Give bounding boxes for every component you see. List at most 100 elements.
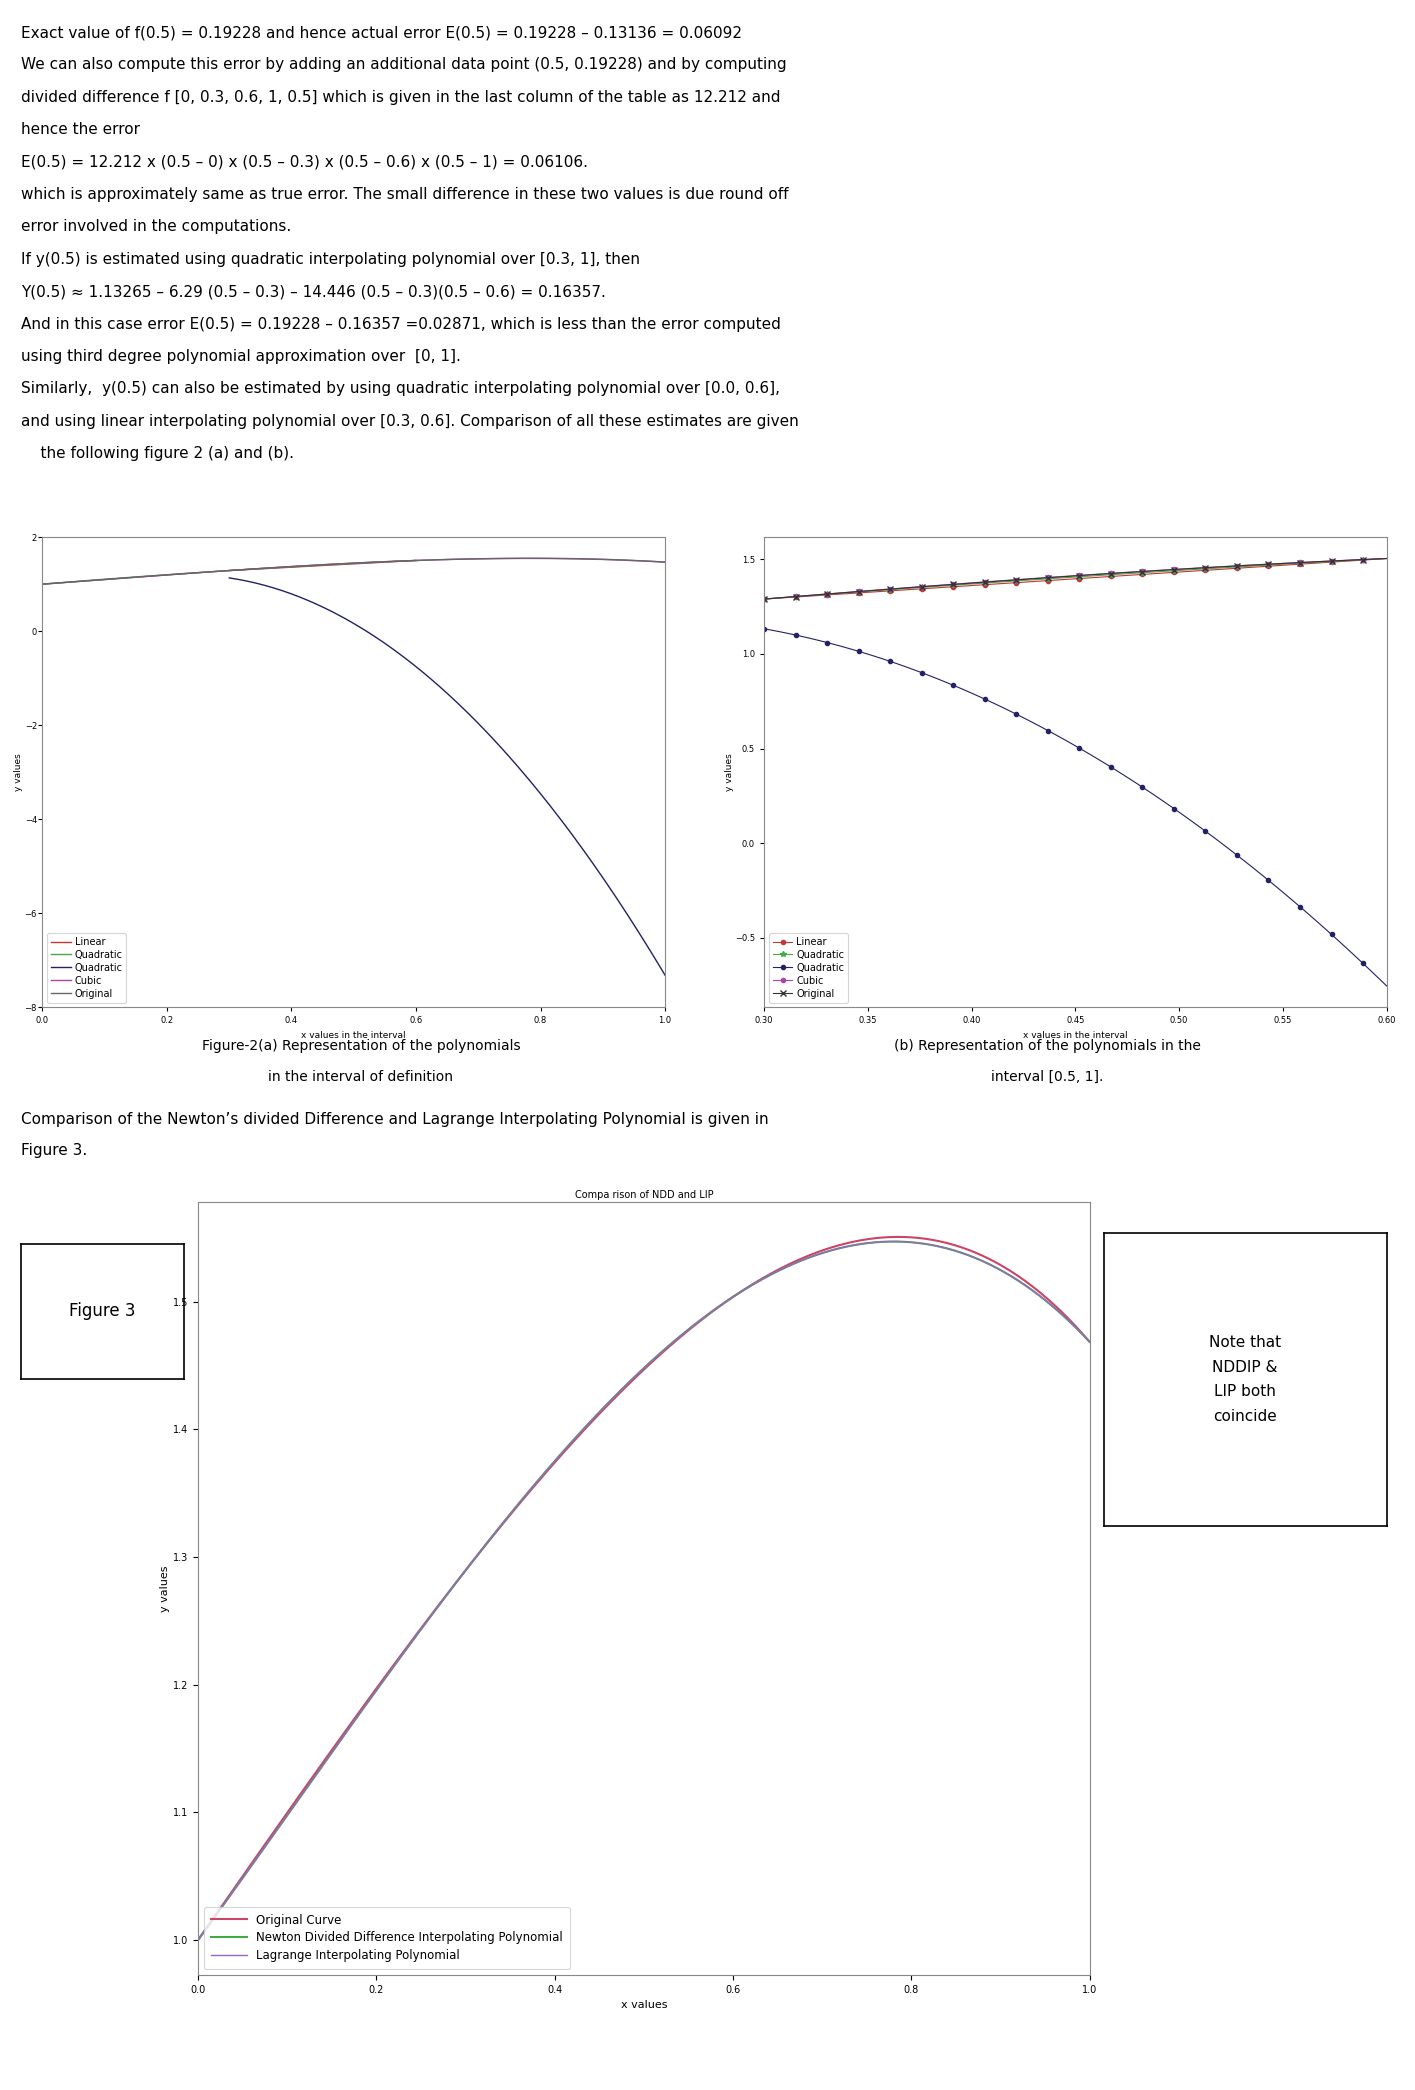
Text: (b) Representation of the polynomials in the: (b) Representation of the polynomials in… bbox=[894, 1039, 1200, 1053]
Y-axis label: y values: y values bbox=[724, 752, 733, 792]
Quadratic bbox=[248, 571, 265, 596]
Line: Original: Original bbox=[761, 556, 1390, 602]
Linear bbox=[392, 550, 409, 575]
Newton Divided Difference Interpolating Polynomial bbox=[613, 1377, 630, 1402]
Legend: Linear, Quadratic, Quadratic, Cubic, Original: Linear, Quadratic, Quadratic, Cubic, Ori… bbox=[768, 932, 848, 1003]
Lagrange Interpolating Polynomial bbox=[923, 1233, 940, 1258]
Text: If y(0.5) is estimated using quadratic interpolating polynomial over [0.3, 1], t: If y(0.5) is estimated using quadratic i… bbox=[21, 251, 640, 268]
Linear bbox=[1126, 562, 1143, 587]
Text: And in this case error E(0.5) = 0.19228 – 0.16357 =0.02871, which is less than t: And in this case error E(0.5) = 0.19228 … bbox=[21, 316, 781, 332]
Text: Comparison of the Newton’s divided Difference and Lagrange Interpolating Polynom: Comparison of the Newton’s divided Diffe… bbox=[21, 1112, 768, 1127]
Quadratic bbox=[620, 903, 637, 928]
Quadratic bbox=[1378, 545, 1395, 571]
Original bbox=[1126, 560, 1143, 585]
Quadratic bbox=[1182, 807, 1199, 832]
Cubic bbox=[34, 573, 51, 598]
Cubic bbox=[1133, 558, 1150, 583]
Text: hence the error: hence the error bbox=[21, 121, 140, 138]
Text: Similarly,  y(0.5) can also be estimated by using quadratic interpolating polyno: Similarly, y(0.5) can also be estimated … bbox=[21, 380, 780, 397]
Cubic bbox=[1307, 550, 1324, 575]
Quadratic bbox=[635, 926, 652, 951]
Lagrange Interpolating Polynomial bbox=[720, 1287, 737, 1313]
Original Curve bbox=[613, 1379, 630, 1404]
Quadratic bbox=[221, 566, 238, 591]
Line: Linear: Linear bbox=[763, 556, 1388, 602]
Newton Divided Difference Interpolating Polynomial bbox=[618, 1371, 635, 1396]
Original bbox=[1157, 558, 1174, 583]
X-axis label: x values: x values bbox=[621, 2000, 666, 2011]
Original bbox=[109, 566, 126, 591]
Quadratic bbox=[1032, 715, 1049, 740]
Quadratic bbox=[1126, 769, 1143, 794]
Lagrange Interpolating Polynomial bbox=[613, 1377, 630, 1402]
Quadratic bbox=[389, 550, 406, 575]
Original Curve bbox=[672, 1325, 689, 1350]
Original bbox=[756, 587, 773, 612]
Linear bbox=[317, 554, 334, 579]
Original bbox=[1378, 545, 1395, 571]
Text: interval [0.5, 1].: interval [0.5, 1]. bbox=[990, 1070, 1104, 1085]
Text: Note that
NDDIP &
LIP both
coincide: Note that NDDIP & LIP both coincide bbox=[1210, 1336, 1281, 1423]
Y-axis label: y values: y values bbox=[14, 752, 23, 792]
Quadratic bbox=[1157, 558, 1174, 583]
Quadratic bbox=[34, 573, 51, 598]
Newton Divided Difference Interpolating Polynomial bbox=[720, 1287, 737, 1313]
Linear bbox=[756, 587, 773, 612]
Text: Exact value of f(0.5) = 0.19228 and hence actual error E(0.5) = 0.19228 – 0.1313: Exact value of f(0.5) = 0.19228 and henc… bbox=[21, 25, 743, 40]
Legend: Linear, Quadratic, Quadratic, Cubic, Original: Linear, Quadratic, Quadratic, Cubic, Ori… bbox=[47, 932, 126, 1003]
Original bbox=[484, 545, 501, 571]
Quadratic bbox=[375, 550, 392, 575]
Newton Divided Difference Interpolating Polynomial bbox=[884, 1229, 901, 1254]
Quadratic bbox=[1133, 775, 1150, 800]
Line: Cubic: Cubic bbox=[42, 558, 665, 585]
Cubic bbox=[756, 587, 773, 612]
Lagrange Interpolating Polynomial bbox=[1061, 1308, 1078, 1333]
Quadratic bbox=[1032, 566, 1049, 591]
Lagrange Interpolating Polynomial bbox=[672, 1323, 689, 1348]
Quadratic bbox=[1307, 550, 1324, 575]
Y-axis label: y values: y values bbox=[160, 1565, 170, 1611]
Quadratic bbox=[238, 568, 255, 594]
Original Curve bbox=[720, 1287, 737, 1313]
Cubic bbox=[109, 566, 126, 591]
Lagrange Interpolating Polynomial bbox=[1081, 1329, 1098, 1354]
Original Curve bbox=[190, 1927, 207, 1952]
Line: Cubic: Cubic bbox=[763, 556, 1388, 602]
Line: Quadratic: Quadratic bbox=[761, 556, 1390, 602]
Original Curve bbox=[618, 1373, 635, 1398]
Quadratic bbox=[1378, 974, 1395, 999]
Text: Y(0.5) ≈ 1.13265 – 6.29 (0.5 – 0.3) – 14.446 (0.5 – 0.3)(0.5 – 0.6) = 0.16357.: Y(0.5) ≈ 1.13265 – 6.29 (0.5 – 0.3) – 14… bbox=[21, 284, 606, 299]
Linear bbox=[1307, 550, 1324, 575]
X-axis label: x values in the interval: x values in the interval bbox=[1023, 1030, 1128, 1041]
Title: Compa rison of NDD and LIP: Compa rison of NDD and LIP bbox=[574, 1189, 713, 1200]
Original bbox=[426, 548, 443, 573]
Linear bbox=[1133, 562, 1150, 587]
Quadratic bbox=[756, 617, 773, 642]
Original bbox=[1307, 550, 1324, 575]
Linear bbox=[333, 552, 350, 577]
Quadratic bbox=[408, 548, 424, 573]
Text: E(0.5) = 12.212 x (0.5 – 0) x (0.5 – 0.3) x (0.5 – 0.6) x (0.5 – 1) = 0.06106.: E(0.5) = 12.212 x (0.5 – 0) x (0.5 – 0.3… bbox=[21, 155, 589, 169]
Text: We can also compute this error by adding an additional data point (0.5, 0.19228): We can also compute this error by adding… bbox=[21, 56, 787, 73]
Text: Figure-2(a) Representation of the polynomials: Figure-2(a) Representation of the polyno… bbox=[201, 1039, 521, 1053]
Linear bbox=[1182, 558, 1199, 583]
Line: Lagrange Interpolating Polynomial: Lagrange Interpolating Polynomial bbox=[198, 1241, 1090, 1940]
Lagrange Interpolating Polynomial bbox=[618, 1371, 635, 1396]
Quadratic bbox=[57, 571, 74, 596]
Newton Divided Difference Interpolating Polynomial bbox=[672, 1323, 689, 1348]
Cubic bbox=[1378, 545, 1395, 571]
Lagrange Interpolating Polynomial bbox=[190, 1927, 207, 1952]
Line: Original Curve: Original Curve bbox=[198, 1237, 1090, 1940]
Original Curve bbox=[1081, 1329, 1098, 1354]
Line: Linear: Linear bbox=[229, 560, 416, 571]
Original bbox=[1182, 556, 1199, 581]
Linear bbox=[1032, 568, 1049, 594]
Cubic bbox=[280, 554, 297, 579]
Quadratic bbox=[657, 963, 674, 989]
Linear bbox=[398, 548, 415, 573]
Quadratic bbox=[103, 566, 120, 591]
Linear bbox=[1378, 545, 1395, 571]
Linear bbox=[1157, 560, 1174, 585]
Quadratic bbox=[756, 587, 773, 612]
Line: Quadratic: Quadratic bbox=[229, 579, 665, 976]
